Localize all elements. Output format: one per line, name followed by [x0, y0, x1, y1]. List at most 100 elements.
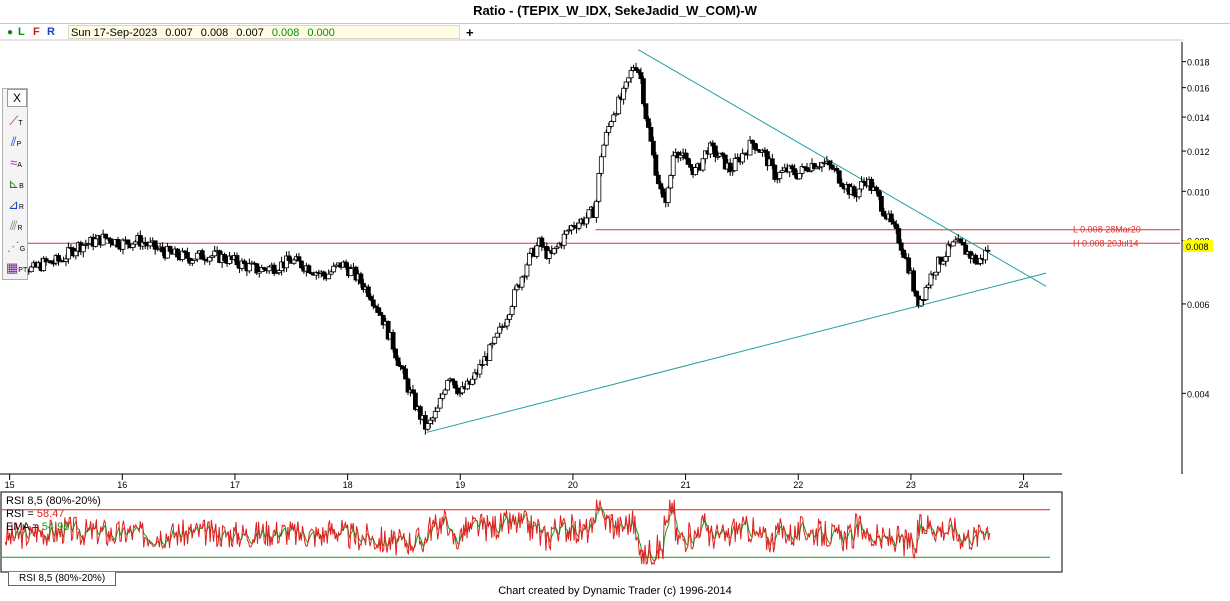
flag-r-button[interactable]: R: [47, 26, 55, 38]
candle-body: [732, 158, 738, 172]
candle-body: [497, 326, 503, 334]
year-tick-label: 16: [117, 480, 127, 490]
candle-body: [601, 144, 607, 158]
candle-body: [826, 160, 832, 166]
candle-body: [326, 273, 332, 280]
candle-body: [584, 217, 589, 225]
add-chart-icon[interactable]: +: [466, 25, 474, 40]
candle-body: [797, 172, 803, 180]
candle-body: [712, 145, 718, 158]
candle-body: [85, 243, 91, 246]
candle-body: [598, 156, 604, 174]
candle-body: [621, 87, 627, 100]
candle-body: [189, 260, 195, 264]
candle-body: [670, 155, 676, 176]
candle-body: [911, 270, 917, 292]
rsi-title: RSI 8,5 (80%-20%): [6, 495, 101, 507]
candle-body: [779, 170, 785, 173]
ratio-retracement-icon[interactable]: ⫻R: [6, 216, 26, 236]
candle-body: [167, 246, 173, 252]
candle-body: [284, 255, 289, 269]
rsi-line: [4, 499, 991, 566]
price-tick-label: 0.004: [1187, 389, 1210, 399]
candle-body: [730, 170, 736, 173]
candlesticks: [4, 62, 991, 435]
candle-body: [668, 174, 674, 189]
candle-body: [958, 238, 964, 243]
rsi-label: RSI =: [6, 508, 37, 520]
candle-body: [103, 233, 109, 239]
candle-body: [80, 244, 86, 253]
gann-fan-icon[interactable]: ⋰G: [6, 237, 26, 257]
candle-body: [940, 260, 946, 265]
trendlines[interactable]: [426, 49, 1047, 433]
candle-body: [100, 233, 106, 246]
ratio-retracement-icon-glyph: ⫻: [9, 218, 18, 233]
quote-high: 0.008: [200, 27, 229, 39]
candle-body: [913, 290, 919, 297]
candle-body: [28, 266, 34, 273]
candle-body: [494, 332, 500, 338]
parallel-lines-icon-glyph: ⫽: [10, 134, 17, 149]
quote-open: 0.007: [165, 27, 193, 39]
tool-letter: PT: [18, 267, 28, 274]
candle-body: [658, 183, 664, 190]
candle-body: [296, 256, 302, 262]
retracement-icon[interactable]: ⊿R: [6, 195, 26, 215]
candle-body: [115, 239, 121, 248]
candle-body: [851, 186, 857, 196]
candle-body: [943, 256, 949, 262]
ema-value: 54.98: [41, 521, 70, 533]
candle-body: [636, 69, 641, 73]
candle-body: [836, 170, 842, 184]
candle-body: [343, 261, 349, 268]
tool-letter: B: [19, 183, 24, 190]
candle-body: [923, 286, 929, 301]
candle-body: [715, 155, 721, 158]
rsi-tab[interactable]: RSI 8,5 (80%-20%): [8, 572, 117, 586]
candle-body: [539, 237, 545, 247]
candle-body: [881, 210, 887, 217]
price-tick-label: 0.006: [1187, 300, 1210, 310]
price-axis: 0.004 0.006 0.008 0.010 0.012 0.014 0.016 0.018…: [1182, 58, 1213, 399]
candle-body: [983, 249, 988, 261]
candle-body: [108, 238, 113, 244]
candle-body: [207, 256, 213, 262]
candle-body: [368, 296, 374, 301]
candle-body: [608, 121, 614, 127]
candle-body: [410, 389, 416, 394]
fibonacci-extension-icon[interactable]: ⊾B: [6, 174, 26, 194]
candle-body: [504, 318, 510, 327]
candle-body: [789, 165, 795, 170]
candle-body: [534, 245, 540, 257]
flag-l-button[interactable]: L: [18, 26, 25, 38]
candle-body: [648, 127, 654, 142]
candle-body: [375, 307, 381, 313]
candle-body: [646, 118, 651, 128]
candle-body: [378, 312, 384, 316]
candle-body: [551, 248, 557, 254]
candle-body: [985, 249, 991, 252]
time-projection-icon[interactable]: ▦PT: [6, 258, 28, 278]
candle-body: [331, 265, 337, 273]
retracement-icon-glyph: ⊿: [8, 197, 19, 212]
candle-body: [626, 77, 631, 83]
time-axis: 15 16 17 18 19 20 21 22 23 24: [5, 474, 1029, 490]
toolbox-close-button[interactable]: X: [7, 89, 27, 107]
trend-line-icon[interactable]: ⟋T: [6, 111, 26, 131]
candle-body: [901, 249, 907, 258]
alternate-price-projection-icon[interactable]: ≈A: [6, 153, 26, 173]
candle-body: [710, 142, 716, 147]
price-tick-label: 0.018: [1187, 58, 1210, 68]
candle-body: [720, 152, 726, 156]
candle-body: [688, 164, 693, 168]
candle-body: [519, 276, 525, 288]
parallel-lines-icon[interactable]: ⫽P: [6, 132, 26, 152]
rsi-legend: RSI 8,5 (80%-20%) RSI = 58.47 EMA = 54.9…: [6, 495, 101, 534]
candle-body: [700, 158, 706, 171]
flag-f-button[interactable]: F: [33, 26, 40, 38]
candle-body: [413, 392, 418, 410]
candle-body: [385, 320, 391, 340]
candle-body: [286, 255, 292, 261]
